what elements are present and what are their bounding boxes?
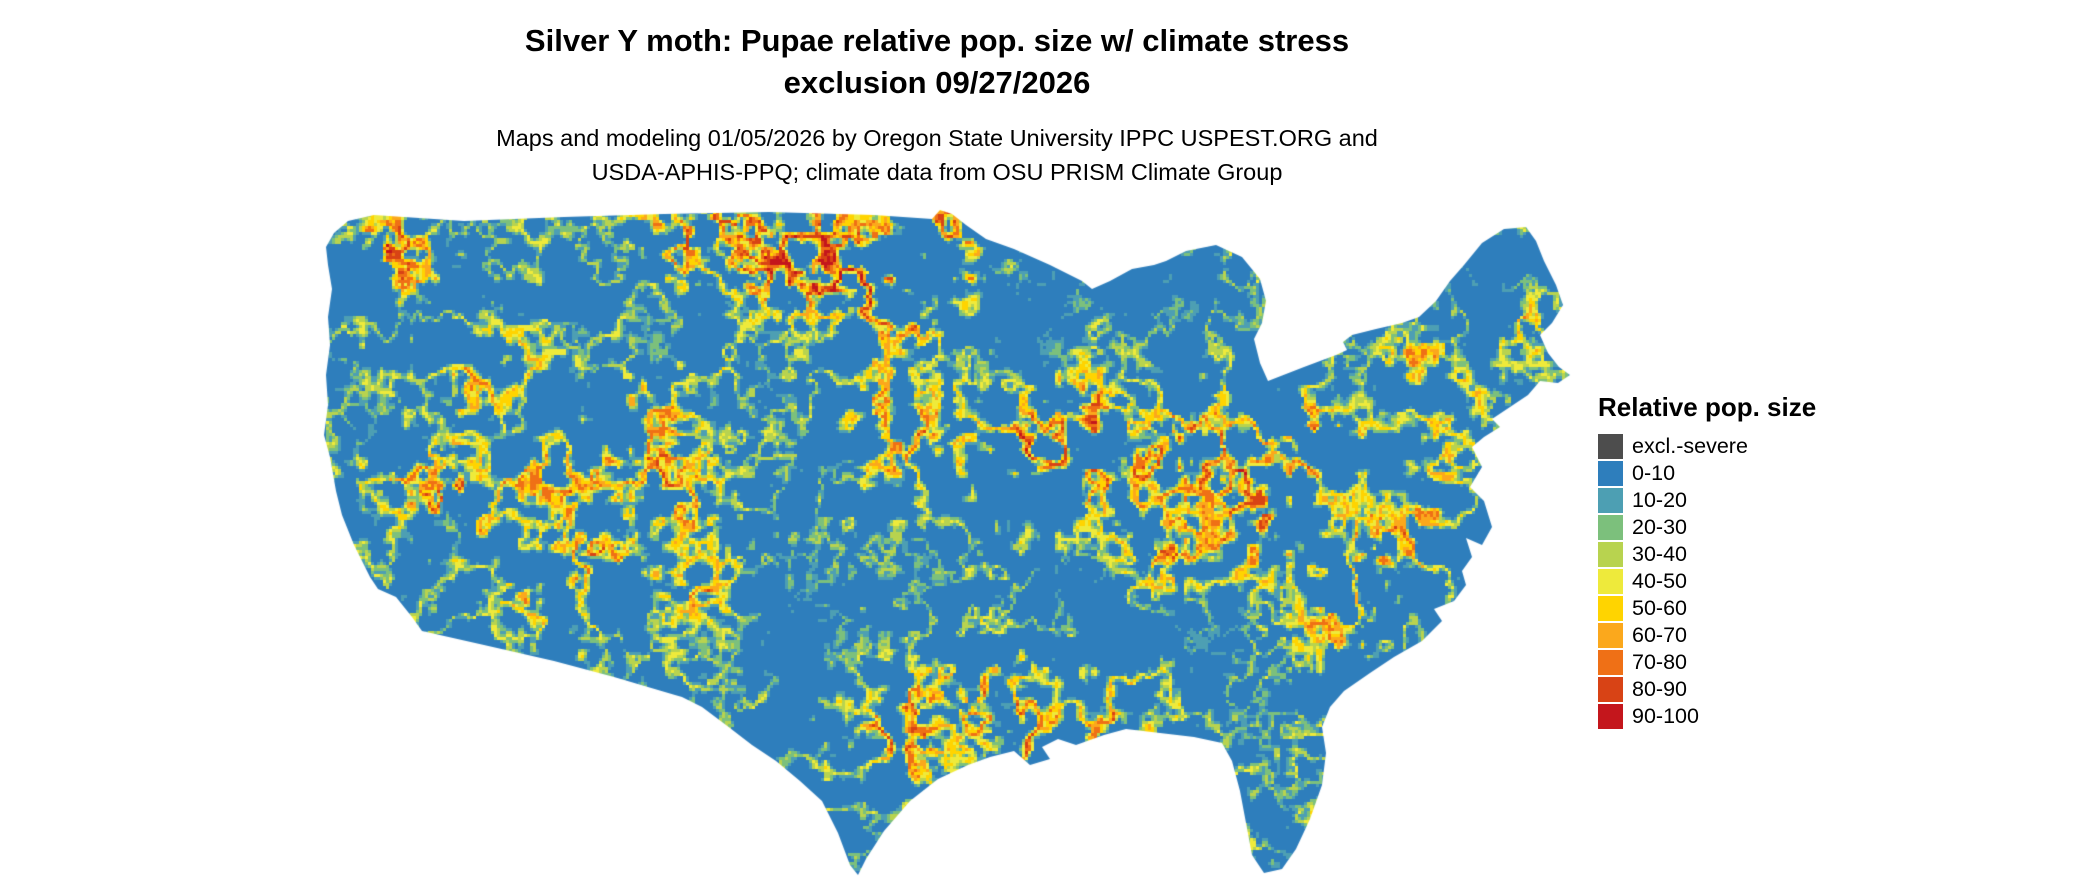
legend-swatch bbox=[1598, 650, 1623, 675]
legend-label: 50-60 bbox=[1632, 596, 1687, 620]
us-choropleth-map bbox=[314, 205, 1582, 890]
legend-item-90-100: 90-100 bbox=[1598, 703, 1816, 730]
legend-swatch bbox=[1598, 461, 1623, 486]
legend-item-60-70: 60-70 bbox=[1598, 622, 1816, 649]
page-subtitle: Maps and modeling 01/05/2026 by Oregon S… bbox=[337, 121, 1537, 189]
legend-items: excl.-severe 0-10 10-20 20-30 30-40 40-50 50-6… bbox=[1598, 433, 1816, 730]
legend-item-10-20: 10-20 bbox=[1598, 487, 1816, 514]
page-title-line1: Silver Y moth: Pupae relative pop. size … bbox=[524, 23, 1350, 58]
legend-label: 70-80 bbox=[1632, 650, 1687, 674]
legend-swatch bbox=[1598, 542, 1623, 567]
legend-item-30-40: 30-40 bbox=[1598, 541, 1816, 568]
page-title: Silver Y moth: Pupae relative pop. size … bbox=[337, 20, 1537, 104]
legend-item-20-30: 20-30 bbox=[1598, 514, 1816, 541]
legend-label: 20-30 bbox=[1632, 515, 1687, 539]
legend-label: 80-90 bbox=[1632, 677, 1687, 701]
legend-label: 30-40 bbox=[1632, 542, 1687, 566]
legend-swatch bbox=[1598, 569, 1623, 594]
page-subtitle-line2: USDA-APHIS-PPQ; climate data from OSU PR… bbox=[591, 159, 1283, 185]
legend-swatch bbox=[1598, 704, 1623, 729]
legend-title: Relative pop. size bbox=[1598, 392, 1817, 422]
page-subtitle-line1: Maps and modeling 01/05/2026 by Oregon S… bbox=[496, 125, 1378, 151]
legend-swatch bbox=[1598, 488, 1623, 513]
legend-swatch bbox=[1598, 515, 1623, 540]
legend-label: 90-100 bbox=[1632, 704, 1699, 728]
legend: Relative pop. size excl.-severe 0-10 10-20… bbox=[1598, 392, 1816, 730]
page-title-line2: exclusion 09/27/2026 bbox=[783, 65, 1091, 100]
legend-item-80-90: 80-90 bbox=[1598, 676, 1816, 703]
legend-item-excl-severe: excl.-severe bbox=[1598, 433, 1816, 460]
legend-label: 0-10 bbox=[1632, 461, 1676, 485]
legend-swatch bbox=[1598, 596, 1623, 621]
legend-label: excl.-severe bbox=[1632, 434, 1748, 458]
legend-label: 60-70 bbox=[1632, 623, 1687, 647]
legend-swatch bbox=[1598, 623, 1623, 648]
legend-label: 40-50 bbox=[1632, 569, 1687, 593]
legend-item-40-50: 40-50 bbox=[1598, 568, 1816, 595]
legend-item-0-10: 0-10 bbox=[1598, 460, 1816, 487]
legend-label: 10-20 bbox=[1632, 488, 1687, 512]
legend-item-50-60: 50-60 bbox=[1598, 595, 1816, 622]
legend-swatch bbox=[1598, 677, 1623, 702]
legend-swatch bbox=[1598, 434, 1623, 459]
legend-item-70-80: 70-80 bbox=[1598, 649, 1816, 676]
